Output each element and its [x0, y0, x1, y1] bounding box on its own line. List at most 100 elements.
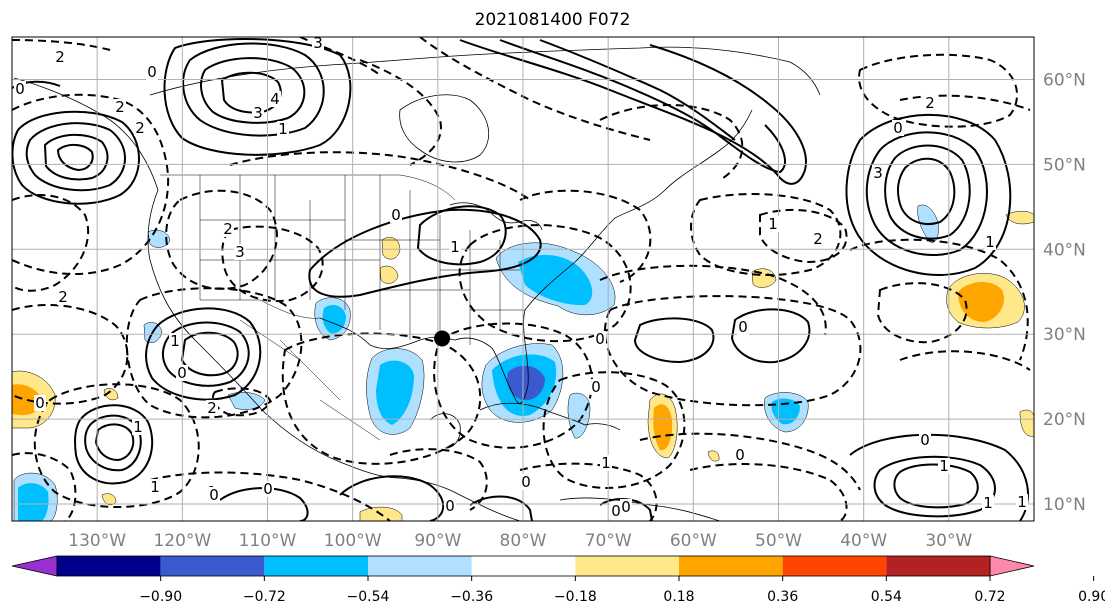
- contour-high-pac-nw-4: [12, 110, 140, 205]
- contour-label: 0: [147, 63, 157, 81]
- contour-label-bg: [984, 234, 996, 250]
- pos-anomaly-caribbean: [707, 450, 720, 462]
- dashed-pac-mid: [12, 304, 129, 405]
- contour-high-central: [219, 487, 309, 521]
- contour-high-n-atlantic-3: [539, 39, 736, 141]
- contour-label: 0: [177, 364, 187, 382]
- contour-label: 0: [209, 486, 219, 504]
- dashed-mexico: [125, 287, 303, 419]
- latitude-tick-labels: 60°N 50°N 40°N 30°N 20°N 10°N: [1043, 70, 1086, 515]
- contour-label: 1: [150, 478, 160, 496]
- contour-label-bg: [1016, 494, 1028, 510]
- coastlines: [13, 46, 821, 521]
- contour-label: 0: [35, 394, 45, 412]
- pos-anomaly-east-atlantic-core: [958, 281, 1005, 322]
- colorbar-bin: [264, 556, 368, 576]
- dashed-pac-ring: [33, 383, 200, 508]
- dashed-e-atlantic-2: [876, 282, 968, 344]
- dashed-n-atlantic-2: [759, 208, 848, 264]
- contour-high-midwest: [416, 205, 507, 266]
- dashed-mid-atlantic-ring: [604, 295, 862, 407]
- contour-high-carib: [469, 495, 533, 521]
- colorbar-tick-label: −0.90: [139, 589, 182, 605]
- contour-label-bg: [444, 498, 456, 514]
- contour-label: 0: [591, 378, 601, 396]
- contour-high-nw-4: [163, 38, 352, 156]
- dashed-canada: [229, 151, 531, 201]
- contour-high-ne-atlantic-3: [896, 157, 956, 225]
- dashed-southeast: [433, 322, 593, 449]
- contour-label-bg: [234, 244, 246, 260]
- neg-anomaly-gulf-core: [376, 360, 414, 425]
- contour-label: 3: [873, 164, 883, 182]
- north-america-west-coast: [13, 77, 401, 479]
- colorbar-bin: [57, 556, 161, 576]
- colorbar-tick-label: −0.72: [243, 589, 286, 605]
- contour-label: 0: [263, 480, 273, 498]
- dashed-e-atlantic: [849, 238, 1029, 361]
- contour-label-bg: [312, 37, 324, 51]
- latitude-tick-label: 50°N: [1043, 155, 1086, 175]
- contour-label-bg: [206, 400, 218, 416]
- contour-label: 1: [985, 233, 995, 251]
- colorbar-bin: [575, 556, 679, 576]
- hudson-bay: [399, 94, 489, 163]
- hispaniola: [584, 423, 621, 431]
- contour-label-bg: [390, 207, 402, 223]
- contour-label-bg: [176, 365, 188, 381]
- dashed-ne-top: [299, 37, 381, 76]
- neg-anomaly-pacific-sw-core: [18, 483, 49, 521]
- dashed-e-atlantic-3: [899, 350, 1031, 371]
- contour-label: 0: [893, 119, 903, 137]
- contour-label: 3: [313, 34, 323, 52]
- latitude-tick-label: 30°N: [1043, 325, 1086, 345]
- longitude-tick-label: 30°W: [925, 531, 972, 551]
- longitude-tick-labels: 130°W 120°W 110°W 100°W 90°W 80°W 70°W 60°W 50°W…: [68, 531, 972, 551]
- contour-label-bg: [600, 455, 612, 471]
- contour-label-bg: [590, 379, 602, 395]
- contour-high-se-atlantic: [873, 455, 996, 518]
- contour-label-bg: [114, 99, 126, 115]
- colorbar-bin: [886, 556, 990, 576]
- colorbar-bin: [679, 556, 783, 576]
- contour-label: 0: [735, 446, 745, 464]
- colorbar-bin: [160, 556, 265, 576]
- longitude-tick-label: 70°W: [585, 531, 632, 551]
- contour-label-bg: [737, 319, 749, 335]
- contour-high-pac-nw-2: [43, 133, 109, 181]
- contour-high-n-atlantic-2: [499, 39, 786, 174]
- dashed-ne-corner-2: [899, 94, 1031, 111]
- contour-label: 0: [738, 318, 748, 336]
- contour-label: 0: [920, 431, 930, 449]
- longitude-tick-label: 60°W: [670, 531, 717, 551]
- colorbar-extend-max: [989, 555, 1035, 577]
- neg-anomaly-caribbean: [567, 392, 591, 439]
- contour-label-bg: [208, 487, 220, 503]
- contour-label: 1: [450, 238, 460, 256]
- pos-anomaly-e-atlantic-s: [1019, 409, 1034, 437]
- dashed-pac-w: [12, 194, 90, 292]
- dashed-mid-atlantic: [599, 264, 827, 336]
- us-mexico-border: [200, 299, 321, 319]
- contour-high-pac-s: [84, 414, 142, 472]
- contour-high-sw-3: [145, 307, 262, 401]
- contour-high-pac-s-3: [74, 404, 154, 485]
- contour-label: 2: [115, 98, 125, 116]
- contour-high-pac-nw: [25, 122, 126, 192]
- contour-high-ne-atlantic-2: [884, 144, 971, 240]
- longitude-tick-label: 90°W: [414, 531, 461, 551]
- colorbar-bin: [471, 556, 576, 576]
- contour-label: 1: [939, 457, 949, 475]
- contour-label-bg: [734, 447, 746, 463]
- latitude-tick-label: 20°N: [1043, 410, 1086, 430]
- contour-label: 2: [925, 94, 935, 112]
- dashed-ne-corner: [858, 53, 1019, 128]
- colorbar-tick-label: 0.54: [871, 589, 902, 605]
- contour-labels: 2002343120110201110002230212013010101010…: [14, 34, 1028, 520]
- central-america: [399, 477, 521, 521]
- us-canada-border: [160, 174, 456, 201]
- pos-anomaly-plains: [381, 237, 401, 260]
- contour-label: 0: [621, 498, 631, 516]
- dashed-caribbean: [542, 371, 686, 489]
